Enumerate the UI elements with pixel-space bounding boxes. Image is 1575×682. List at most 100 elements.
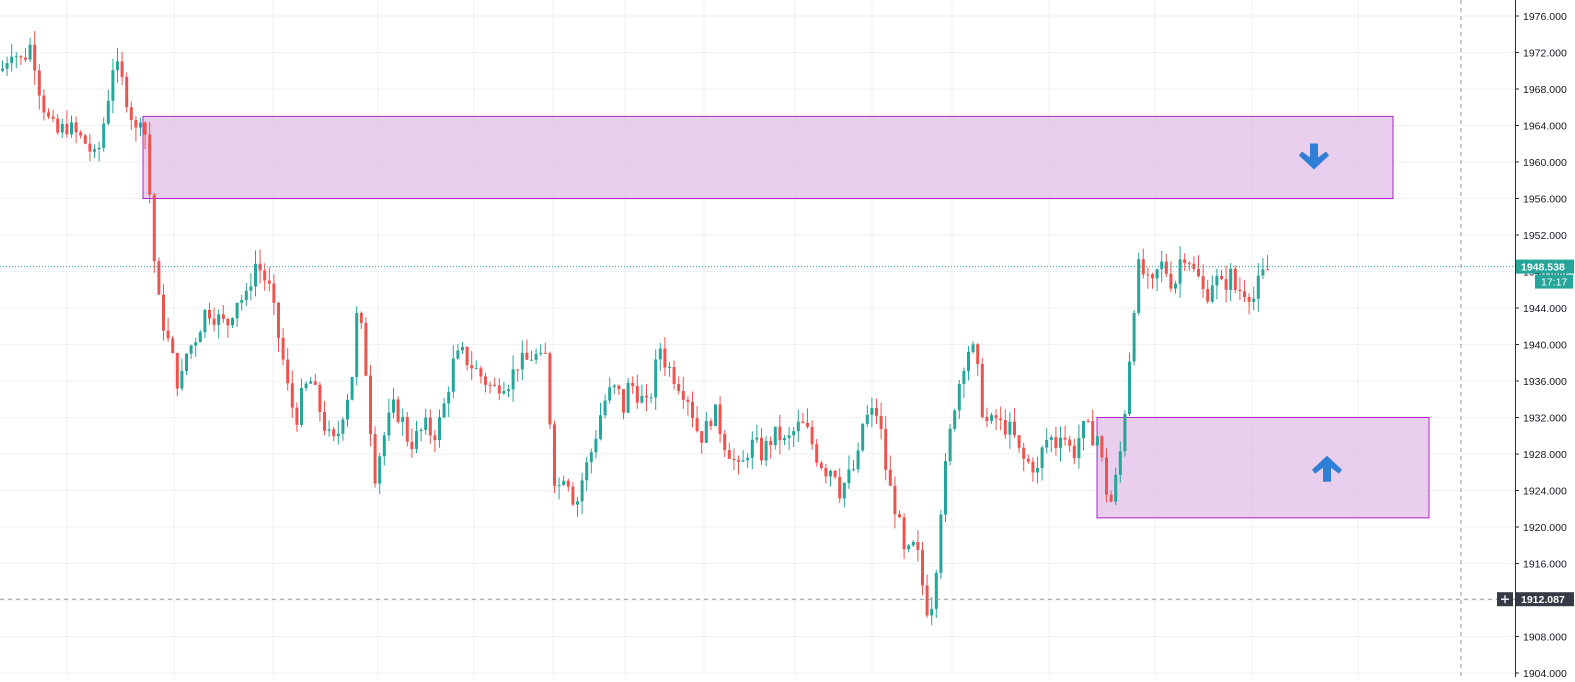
candle-up-body xyxy=(502,390,506,394)
overlay-lines xyxy=(0,0,1515,677)
candle-up-body xyxy=(562,480,566,485)
candle-up-body xyxy=(654,359,658,398)
candle-up-body xyxy=(194,342,198,346)
candle-down-body xyxy=(760,437,763,461)
candle-down-body xyxy=(695,418,699,432)
candle-up-body xyxy=(557,484,561,486)
y-tick-label: 1976.000 xyxy=(1523,11,1567,23)
y-tick-label: 1940.000 xyxy=(1523,340,1567,352)
crosshair-price-tag xyxy=(1516,592,1574,607)
y-tick-label: 1908.000 xyxy=(1523,632,1567,644)
candle-down-body xyxy=(806,422,809,427)
candle-down-body xyxy=(1197,268,1200,277)
candle-down-body xyxy=(1233,268,1237,290)
candle-down-body xyxy=(884,428,888,470)
countdown-tag xyxy=(1535,274,1573,289)
candle-up-body xyxy=(842,482,846,499)
candle-up-body xyxy=(530,359,533,361)
candle-down-body xyxy=(24,57,27,60)
candle-up-body xyxy=(714,404,717,426)
candle-down-body xyxy=(373,434,377,484)
candle-up-body xyxy=(1036,468,1039,473)
plus-icon xyxy=(1501,595,1509,604)
candle-down-body xyxy=(1247,296,1251,302)
zones-layer[interactable] xyxy=(142,115,1430,519)
candle-up-body xyxy=(185,353,188,371)
candle-down-body xyxy=(1017,435,1021,448)
candle-down-body xyxy=(1063,437,1067,440)
candle-down-body xyxy=(1054,437,1058,448)
candle-up-body xyxy=(865,414,869,424)
candle-down-body xyxy=(525,352,529,360)
candle-up-body xyxy=(93,149,96,152)
arrow-up-icon xyxy=(1312,455,1342,482)
candle-up-body xyxy=(341,419,345,434)
candle-up-body xyxy=(102,123,106,148)
candle-up-body xyxy=(668,367,671,369)
current-price-label: 1948.538 xyxy=(1521,262,1565,274)
candle-down-body xyxy=(258,263,262,271)
candle-down-body xyxy=(143,122,147,135)
demand-zone[interactable] xyxy=(1096,417,1430,519)
candle-down-body xyxy=(1151,274,1154,279)
candle-up-body xyxy=(1045,439,1049,448)
candle-down-body xyxy=(833,470,837,477)
candle-up-body xyxy=(14,56,18,58)
candle-down-body xyxy=(1224,279,1228,290)
candle-down-body xyxy=(120,61,124,77)
candle-down-body xyxy=(737,460,740,462)
candle-down-body xyxy=(691,401,694,419)
candle-down-body xyxy=(888,469,892,486)
candle-down-body xyxy=(332,429,336,437)
candle-up-body xyxy=(1256,275,1260,299)
y-tick-label: 1960.000 xyxy=(1523,157,1567,169)
candle-down-body xyxy=(286,359,290,384)
candle-down-body xyxy=(1206,288,1210,302)
candle-down-body xyxy=(672,367,676,385)
candle-down-body xyxy=(875,408,878,416)
candle-up-body xyxy=(861,423,865,451)
candle-down-body xyxy=(152,194,156,262)
candle-down-body xyxy=(801,421,805,423)
candle-up-body xyxy=(1210,285,1214,302)
y-tick-label: 1932.000 xyxy=(1523,413,1567,425)
candle-down-body xyxy=(548,353,552,425)
y-tick-label: 1964.000 xyxy=(1523,121,1567,133)
y-tick-label: 1916.000 xyxy=(1523,559,1567,571)
candle-down-body xyxy=(1026,458,1030,462)
candle-up-body xyxy=(189,345,193,354)
candle-up-body xyxy=(300,388,303,425)
candle-up-body xyxy=(438,417,441,441)
candle-up-body xyxy=(378,456,382,484)
candle-down-body xyxy=(1086,421,1090,423)
candle-down-body xyxy=(290,383,294,408)
candle-down-body xyxy=(208,309,211,319)
candle-up-body xyxy=(626,382,630,413)
candle-up-body xyxy=(387,412,391,436)
supply-zone[interactable] xyxy=(142,115,1394,199)
candle-down-body xyxy=(516,369,520,371)
candle-up-body xyxy=(336,433,340,437)
candle-up-body xyxy=(939,514,943,573)
y-tick-label: 1924.000 xyxy=(1523,486,1567,498)
candle-up-body xyxy=(231,318,234,326)
candle-down-body xyxy=(566,480,570,487)
candle-down-body xyxy=(815,444,819,463)
candle-up-body xyxy=(1082,421,1085,439)
candle-up-body xyxy=(1174,283,1177,289)
price-axis-background xyxy=(1515,0,1575,677)
candle-up-body xyxy=(971,344,975,352)
candle-up-body xyxy=(97,147,101,150)
candle-down-body xyxy=(74,122,78,133)
candle-down-body xyxy=(916,541,920,550)
candle-up-body xyxy=(447,391,451,404)
candle-down-body xyxy=(994,415,998,419)
candle-down-body xyxy=(985,417,989,422)
candle-up-body xyxy=(1229,268,1233,290)
candle-up-body xyxy=(203,309,207,333)
candle-down-body xyxy=(175,352,179,389)
price-axis[interactable]: 1976.000 1972.000 1968.000 1964.000 1960.000… xyxy=(1497,0,1575,680)
candle-up-body xyxy=(741,460,745,462)
